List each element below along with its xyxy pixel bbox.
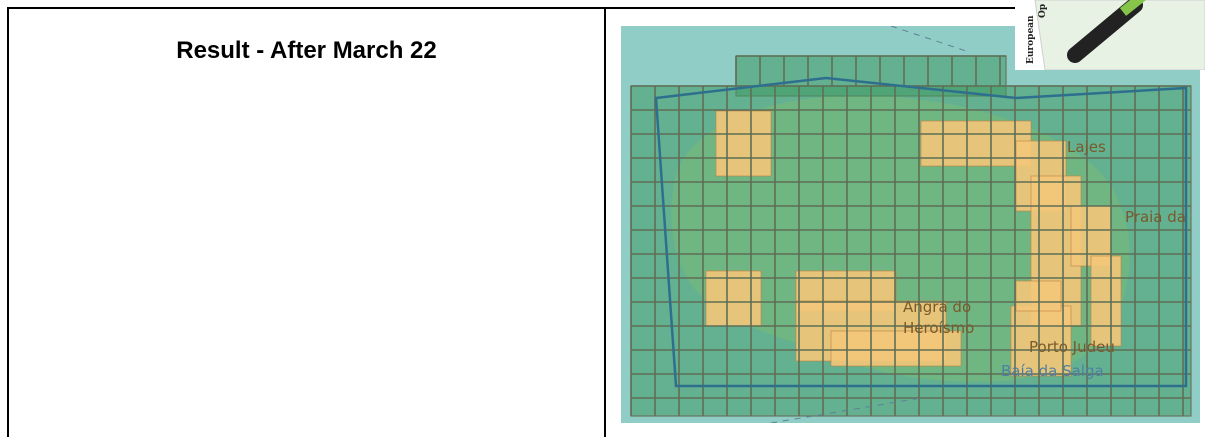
column-divider	[604, 7, 606, 437]
label-angra-2: Heroísmo	[903, 319, 974, 337]
label-praia: Praia da	[1125, 208, 1186, 226]
label-lajes: Lajes	[1067, 138, 1106, 156]
coverage-map: Lajes Praia da Angra do Heroísmo Porto J…	[621, 26, 1200, 423]
label-baia: Baía da Salga	[1001, 362, 1104, 380]
logo-text-op: Op	[1038, 4, 1048, 18]
label-angra-1: Angra do	[903, 298, 971, 316]
logo-text-european: European	[1026, 15, 1036, 64]
section-title: Result - After March 22	[9, 37, 604, 65]
osm-logo: European Op	[1015, 0, 1205, 70]
label-porto-judeu: Porto Judeu	[1029, 338, 1115, 356]
